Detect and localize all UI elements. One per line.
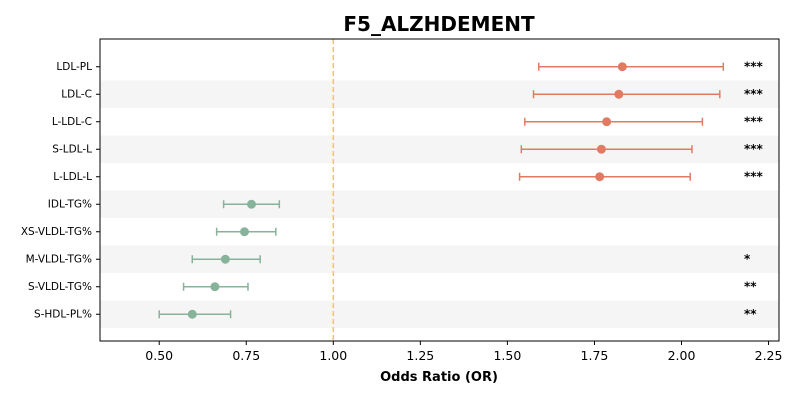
plot-frame <box>99 38 780 342</box>
data-row: ** <box>158 307 757 321</box>
y-tick-label: L-LDL-L <box>53 171 92 183</box>
data-row <box>215 227 277 237</box>
significance-label: *** <box>744 87 764 101</box>
y-axis: LDL-PL LDL-C L-LDL-C S-LDL-L L-LDL-L IDL-TG% X… <box>21 61 100 320</box>
y-tick-label: XS-VLDL-TG% <box>21 226 92 238</box>
significance-label: ** <box>744 279 757 293</box>
x-tick-label: 0.50 <box>145 348 173 363</box>
or-point <box>602 117 612 127</box>
significance-label: *** <box>744 169 764 183</box>
row-bands <box>100 80 779 328</box>
or-point <box>596 144 606 154</box>
x-tick-label: 2.00 <box>668 348 696 363</box>
y-tick-label: LDL-C <box>61 88 92 100</box>
data-row: *** <box>537 59 764 73</box>
significance-label: ** <box>744 307 757 321</box>
or-point <box>210 282 220 292</box>
data-row: ** <box>182 279 757 293</box>
x-axis-label: Odds Ratio (OR) <box>380 370 498 385</box>
y-tick-label: L-LDL-C <box>52 116 92 128</box>
data-row: *** <box>524 114 764 128</box>
chart-title: F5_ALZHDEMENT <box>343 12 535 36</box>
or-point <box>614 89 624 99</box>
data-rows: ******************** <box>158 59 764 321</box>
y-tick-label: S-VLDL-TG% <box>28 281 92 293</box>
or-point <box>617 62 627 72</box>
significance-label: *** <box>744 142 764 156</box>
significance-label: *** <box>744 59 764 73</box>
x-tick-label: 1.00 <box>319 348 347 363</box>
or-point <box>220 254 230 264</box>
x-tick-label: 1.50 <box>493 348 521 363</box>
y-tick-label: IDL-TG% <box>48 198 92 210</box>
data-row: *** <box>518 169 764 183</box>
significance-label: * <box>744 252 751 266</box>
y-tick-label: S-HDL-PL% <box>34 308 92 320</box>
y-tick-label: S-LDL-L <box>52 143 92 155</box>
significance-label: *** <box>744 114 764 128</box>
data-row: *** <box>520 142 764 156</box>
data-row: *** <box>532 87 764 101</box>
or-point <box>187 309 197 319</box>
x-axis: 0.50 0.75 1.00 1.25 1.50 1.75 2.00 2.25 <box>145 341 782 363</box>
or-point <box>240 227 250 237</box>
y-tick-label: LDL-PL <box>56 61 92 73</box>
data-row: * <box>191 252 751 266</box>
data-row <box>222 199 281 209</box>
x-tick-label: 0.75 <box>232 348 260 363</box>
row-band <box>100 190 779 218</box>
x-tick-label: 1.25 <box>406 348 434 363</box>
x-tick-label: 1.75 <box>581 348 609 363</box>
or-point <box>595 172 605 182</box>
or-point <box>246 199 256 209</box>
x-tick-label: 2.25 <box>755 348 783 363</box>
y-tick-label: M-VLDL-TG% <box>26 253 92 265</box>
